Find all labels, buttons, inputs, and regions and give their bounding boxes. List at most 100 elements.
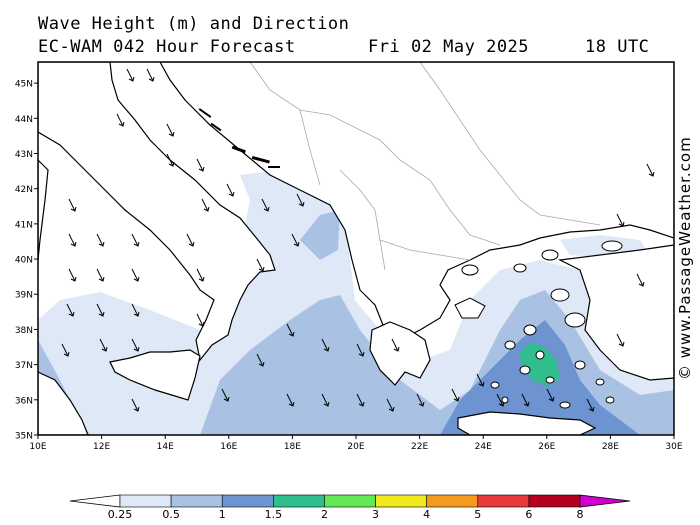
wave-arrow: [416, 393, 425, 407]
legend-tick-label: 6: [525, 508, 532, 521]
land-sicily: [109, 349, 201, 401]
wave-arrow: [291, 233, 300, 247]
wave-arrow: [476, 373, 485, 387]
wave-arrow: [96, 303, 105, 317]
legend-swatch: [221, 494, 274, 508]
legend-swatch: [528, 494, 581, 508]
wave-arrow: [286, 393, 295, 407]
land-balkans-greece: [159, 62, 674, 341]
wave-arrow: [131, 233, 140, 247]
wave-arrow: [391, 338, 400, 352]
legend-tick-label: 5: [474, 508, 481, 521]
lon-label: 20E: [347, 442, 364, 452]
legend-swatch: [170, 494, 223, 508]
legend-tick-label: 1: [219, 508, 226, 521]
wave-arrow: [116, 113, 125, 127]
legend-tick-label: 0.25: [108, 508, 133, 521]
wave-arrow: [68, 268, 77, 282]
lon-label: 28E: [602, 442, 619, 452]
lat-label: 35N: [15, 432, 33, 442]
legend-swatch: [119, 494, 172, 508]
legend-arrow-high: [579, 494, 631, 508]
wave-arrow: [186, 233, 195, 247]
land-italy: [38, 62, 276, 362]
wave-direction-arrows: [61, 68, 655, 412]
wave-arrow: [61, 343, 70, 357]
lat-label: 37N: [15, 361, 33, 371]
wave-arrow: [226, 183, 235, 197]
legend-tick-label: 4: [423, 508, 430, 521]
legend-swatch: [477, 494, 530, 508]
lat-label: 43N: [15, 150, 33, 160]
wave-arrow: [131, 268, 140, 282]
wave-arrow: [586, 398, 595, 412]
wave-arrow: [68, 233, 77, 247]
wave-arrow: [386, 398, 395, 412]
wave-height-legend: 0.25 0.5 1 1.5 2 3 4 5 6 8: [69, 494, 631, 521]
wave-arrow: [256, 353, 265, 367]
wave-arrow: [256, 258, 265, 272]
wave-arrow: [201, 198, 210, 212]
wave-arrow: [321, 393, 330, 407]
wave-arrow: [451, 388, 460, 402]
wave-arrow: [196, 268, 205, 282]
wave-arrow: [546, 388, 555, 402]
land-evia: [454, 297, 486, 319]
legend-swatch: [426, 494, 479, 508]
wave-arrow: [356, 393, 365, 407]
map-area: [38, 62, 674, 435]
wave-arrow: [616, 213, 625, 227]
wave-arrow: [131, 303, 140, 317]
lat-label: 41N: [15, 220, 33, 230]
wave-arrow: [196, 158, 205, 172]
legend-swatch: [324, 494, 376, 508]
passageweather-credit: © www.PassageWeather.com: [676, 136, 694, 380]
lon-label: 26E: [538, 442, 555, 452]
legend-tick-label: 3: [372, 508, 379, 521]
lon-label: 12E: [93, 442, 110, 452]
wave-arrow: [166, 153, 175, 167]
lon-label: 10E: [29, 442, 46, 452]
legend-arrow-low: [69, 494, 121, 508]
wave-arrow: [126, 68, 135, 82]
lon-label: 22E: [411, 442, 428, 452]
wave-arrow: [221, 388, 230, 402]
land-peloponnese: [369, 321, 431, 386]
lon-label: 30E: [665, 442, 682, 452]
lon-label: 14E: [157, 442, 174, 452]
wave-arrow: [321, 338, 330, 352]
latitude-labels: 45N 44N 43N 42N 41N 40N 39N 38N 37N 36N 35N: [15, 80, 38, 442]
forecast-subtitle: EC-WAM 042 Hour Forecast: [38, 37, 296, 57]
land-sardinia: [38, 159, 49, 261]
wave-arrow: [296, 193, 305, 207]
legend-swatch: [375, 494, 427, 508]
wave-arrow: [636, 273, 645, 287]
lat-label: 45N: [15, 80, 33, 90]
legend-tick-label: 0.5: [162, 508, 180, 521]
wave-arrow: [96, 268, 105, 282]
legend-swatch: [273, 494, 325, 508]
aegean-islands: [461, 240, 623, 409]
wave-arrow: [99, 338, 108, 352]
wave-arrow: [261, 198, 270, 212]
lon-label: 24E: [475, 442, 492, 452]
lat-label: 44N: [15, 115, 33, 125]
wave-arrow: [131, 338, 140, 352]
legend-tick-label: 8: [577, 508, 584, 521]
chart-title: Wave Height (m) and Direction: [38, 14, 350, 34]
land-tunisia: [38, 371, 89, 435]
longitude-labels: 10E 12E 14E 16E 18E 20E 22E 24E 26E 28E 30E: [29, 435, 683, 452]
wave-arrow: [646, 163, 655, 177]
lon-label: 18E: [284, 442, 301, 452]
legend-tick-label: 1.5: [265, 508, 283, 521]
wave-arrow: [521, 393, 530, 407]
forecast-date: Fri 02 May 2025: [368, 37, 530, 57]
wave-arrow: [146, 68, 155, 82]
land-turkey-coast: [557, 244, 674, 381]
dalmatian-islands: [198, 108, 280, 168]
wave-arrow: [286, 323, 295, 337]
lon-label: 16E: [220, 442, 237, 452]
land-crete: [457, 411, 597, 435]
wave-arrow: [496, 393, 505, 407]
